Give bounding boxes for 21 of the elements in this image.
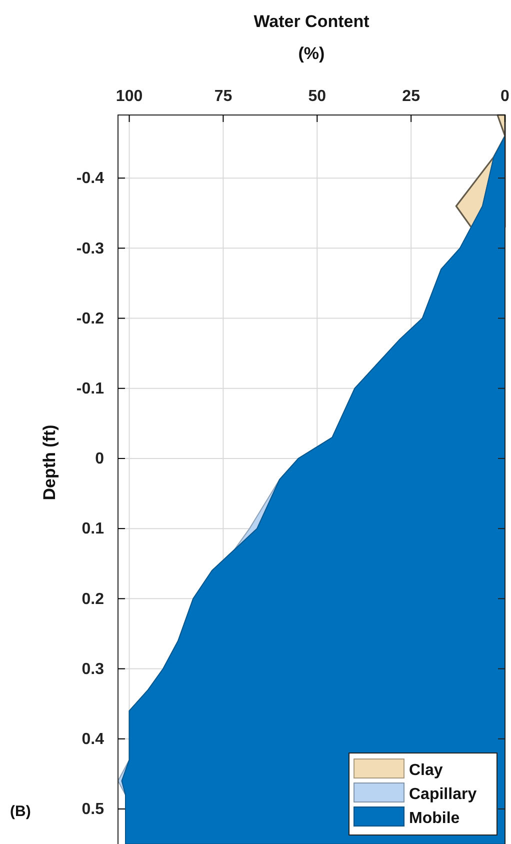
x-axis-title: Water Content (%) — [254, 12, 370, 63]
y-tick-label: -0.2 — [76, 310, 104, 328]
x-tick-label: 75 — [214, 88, 232, 105]
y-tick-label: -0.3 — [76, 240, 104, 258]
text: (B) — [10, 803, 31, 820]
legend-label: Capillary — [409, 786, 477, 803]
x-tick-label: 25 — [402, 88, 420, 105]
y-tick-label: 0.5 — [82, 801, 104, 818]
y-tick-label: 0.1 — [82, 520, 104, 538]
x-tick-label: 100 — [116, 88, 143, 105]
x-tick-label: 50 — [308, 88, 326, 105]
y-axis-title: Depth (ft) — [40, 424, 59, 500]
y-tick-label: 0.2 — [82, 590, 104, 608]
x-tick-label: 0 — [500, 88, 510, 105]
y-tick-label: 0 — [95, 450, 104, 468]
legend-label: Mobile — [409, 810, 460, 827]
y-tick-label: -0.1 — [76, 380, 104, 398]
legend-label: Clay — [409, 762, 443, 779]
y-tick-label: -0.4 — [76, 170, 104, 188]
y-tick-label: 0.3 — [82, 660, 104, 678]
y-tick-label: 0.4 — [82, 730, 104, 748]
